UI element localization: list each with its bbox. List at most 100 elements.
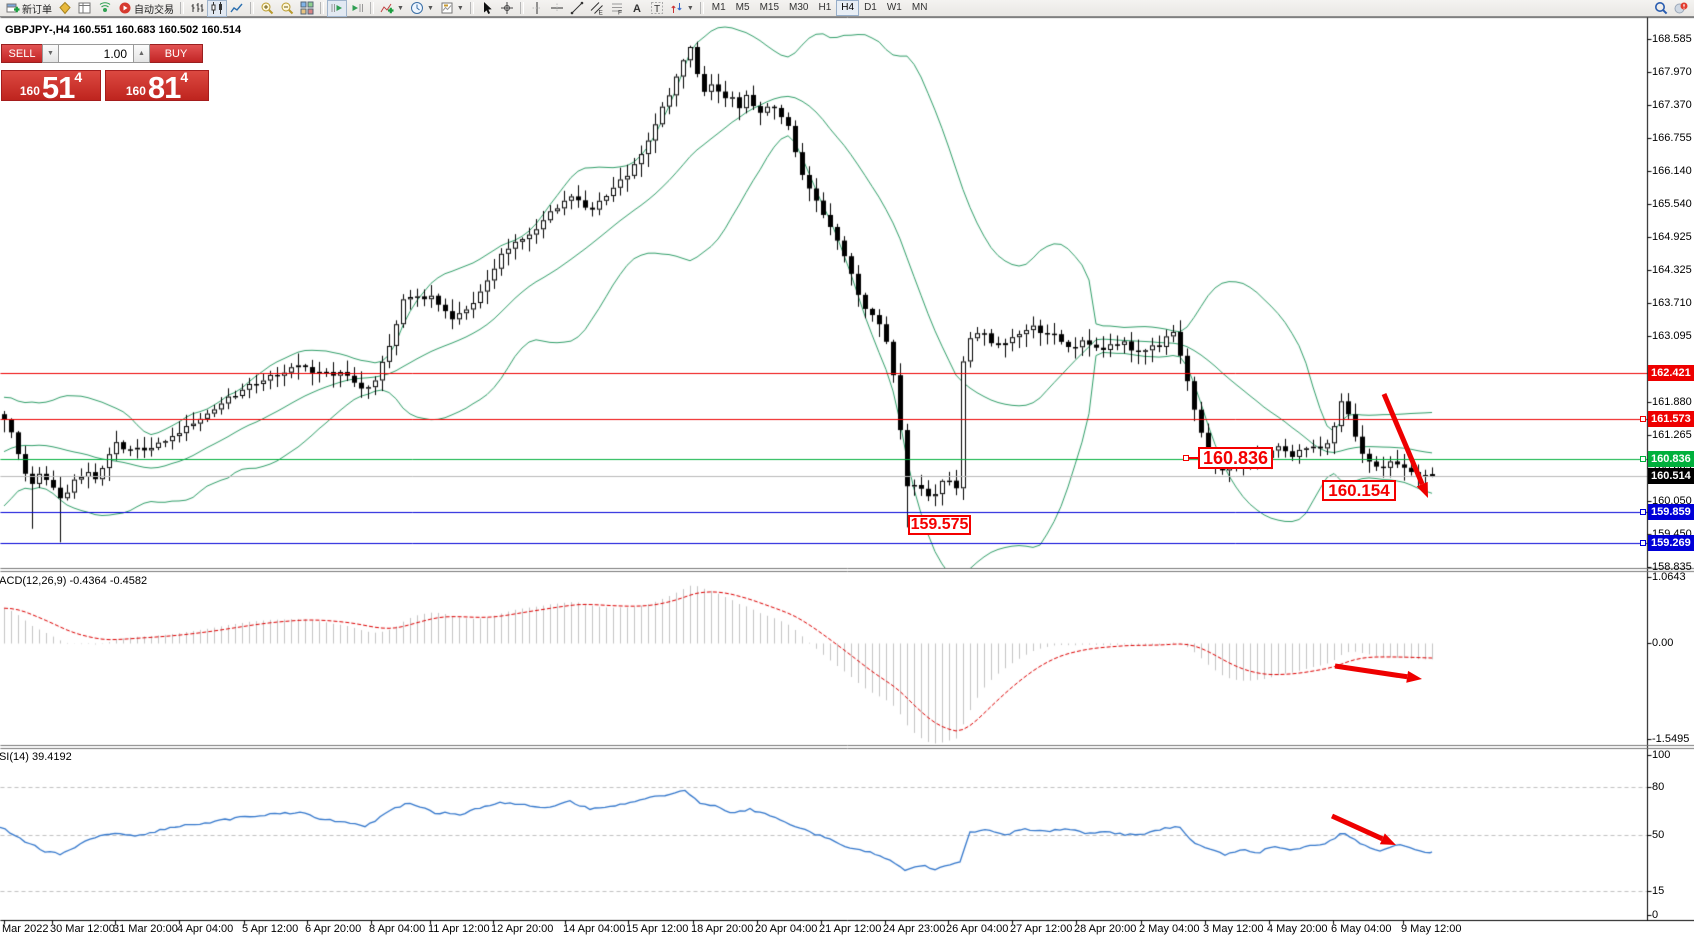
chart-title: GBPJPY-,H4 160.551 160.683 160.502 160.5… xyxy=(5,24,242,36)
toolbar-text-label-button[interactable]: T xyxy=(647,0,667,17)
price-annotation-160836[interactable]: 160.836 xyxy=(1198,447,1273,469)
toolbar-indicators-button[interactable]: ▼ xyxy=(377,0,407,17)
time-axis-label: 30 Mar 12:00 xyxy=(50,923,115,935)
toolbar-fibonacci-button[interactable]: F xyxy=(607,0,627,17)
timeframe-h1-button[interactable]: H1 xyxy=(818,2,832,13)
macd-axis-tick: 0.00 xyxy=(1652,637,1674,649)
price-axis-tick: 167.970 xyxy=(1652,66,1692,78)
time-axis-label: 27 Apr 12:00 xyxy=(1010,923,1073,935)
search-icon xyxy=(1654,1,1668,15)
toolbar-community-button[interactable] xyxy=(1671,0,1691,17)
templates-icon xyxy=(440,1,454,15)
toolbar-new-order-button[interactable]: 新订单 xyxy=(3,0,55,17)
timeframe-m1-button[interactable]: M1 xyxy=(711,2,726,13)
toolbar-auto-scroll-button[interactable] xyxy=(327,0,347,17)
toolbar-separator xyxy=(320,2,324,14)
tile-windows-icon xyxy=(300,1,314,15)
toolbar-templates-button[interactable]: ▼ xyxy=(437,0,467,17)
price-axis-tick: 161.880 xyxy=(1652,396,1692,408)
toolbar-autotrading-button[interactable]: 自动交易 xyxy=(115,0,177,17)
buy-price-pips: 81 xyxy=(147,70,181,105)
chevron-up-icon: ▲ xyxy=(138,50,145,57)
text-icon: A xyxy=(630,1,644,15)
candle-chart-icon xyxy=(210,1,224,15)
time-axis-label: 4 May 20:00 xyxy=(1267,923,1328,935)
toolbar-search-button[interactable] xyxy=(1651,0,1671,17)
toolbar-arrows-button[interactable]: ▼ xyxy=(667,0,697,17)
rsi-axis-tick: 50 xyxy=(1652,829,1665,841)
toolbar-channel-button[interactable]: E xyxy=(587,0,607,17)
toolbar-zoom-out-button[interactable] xyxy=(277,0,297,17)
profiles-icon xyxy=(58,1,72,15)
indicators-icon xyxy=(380,1,394,15)
volume-decrease-button[interactable]: ▼ xyxy=(42,44,59,63)
toolbar-candle-chart-button[interactable] xyxy=(207,0,227,17)
price-annotation-160154[interactable]: 160.154 xyxy=(1322,480,1396,501)
sell-button[interactable]: SELL xyxy=(1,44,42,63)
chart-trend-arrow[interactable] xyxy=(1381,393,1428,498)
price-badge: 159.859 xyxy=(1648,504,1694,520)
toolbar-button-label: 自动交易 xyxy=(134,4,174,16)
toolbar-market-watch-button[interactable] xyxy=(75,0,95,17)
toolbar-trend-line-button[interactable] xyxy=(567,0,587,17)
timeframe-m30-button[interactable]: M30 xyxy=(789,2,809,13)
volume-input[interactable] xyxy=(59,44,133,63)
price-axis-tick: 164.925 xyxy=(1652,231,1692,243)
toolbar-separator xyxy=(370,2,374,14)
timeframe-w1-button[interactable]: W1 xyxy=(886,2,902,13)
chevron-down-icon[interactable]: ▼ xyxy=(426,4,434,12)
toolbar-tile-windows-button[interactable] xyxy=(297,0,317,17)
svg-text:A: A xyxy=(633,3,641,15)
chevron-down-icon[interactable]: ▼ xyxy=(686,4,694,12)
timeframe-mn-button[interactable]: MN xyxy=(911,2,928,13)
price-axis-tick: 161.265 xyxy=(1652,429,1692,441)
buy-price-big-figure: 160 xyxy=(125,84,146,98)
toolbar-text-button[interactable]: A xyxy=(627,0,647,17)
toolbar-periods-button[interactable]: ▼ xyxy=(407,0,437,17)
toolbar-zoom-in-button[interactable] xyxy=(257,0,277,17)
vertical-line-icon xyxy=(530,1,544,15)
toolbar-profiles-button[interactable] xyxy=(55,0,75,17)
text-label-icon: T xyxy=(650,1,664,15)
time-axis-label: 4 Apr 04:00 xyxy=(177,923,234,935)
time-axis-label: 15 Apr 12:00 xyxy=(626,923,689,935)
chevron-down-icon[interactable]: ▼ xyxy=(397,4,404,12)
toolbar-vertical-line-button[interactable] xyxy=(527,0,547,17)
horizontal-line-icon xyxy=(550,1,564,15)
toolbar-crosshair-button[interactable] xyxy=(497,0,517,17)
volume-increase-button[interactable]: ▲ xyxy=(133,44,150,63)
toolbar-chart-shift-button[interactable] xyxy=(347,0,367,17)
badge-connector xyxy=(1640,509,1646,515)
toolbar-signals-button[interactable] xyxy=(95,0,115,17)
toolbar-bar-chart-button[interactable] xyxy=(187,0,207,17)
buy-price-display[interactable]: 160 81 4 xyxy=(105,70,209,105)
sell-price-big-figure: 160 xyxy=(19,84,40,98)
buy-button[interactable]: BUY xyxy=(150,44,203,63)
timeframe-m15-button[interactable]: M15 xyxy=(759,2,780,13)
time-axis-label: 21 Apr 12:00 xyxy=(819,923,882,935)
time-axis-label: 9 May 12:00 xyxy=(1401,923,1462,935)
price-axis-tick: 158.835 xyxy=(1652,561,1692,573)
rsi-trend-arrow[interactable] xyxy=(1330,813,1396,845)
toolbar-horizontal-line-button[interactable] xyxy=(547,0,567,17)
timeframe-m5-button[interactable]: M5 xyxy=(735,2,750,13)
toolbar-cursor-button[interactable] xyxy=(477,0,497,17)
price-badge: 161.573 xyxy=(1648,411,1694,427)
time-axis-label: 2 May 04:00 xyxy=(1139,923,1200,935)
toolbar-line-chart-button[interactable] xyxy=(227,0,247,17)
chevron-down-icon[interactable]: ▼ xyxy=(456,4,464,12)
price-annotation-159575[interactable]: 159.575 xyxy=(908,515,971,535)
timeframe-h4-button[interactable]: H4 xyxy=(836,0,860,16)
auto-scroll-icon xyxy=(330,1,344,15)
macd-trend-arrow[interactable] xyxy=(1334,663,1422,683)
timeframe-d1-button[interactable]: D1 xyxy=(864,2,877,13)
line-chart-icon xyxy=(230,1,244,15)
time-axis-label: 6 Apr 20:00 xyxy=(305,923,362,935)
rsi-axis-tick: 15 xyxy=(1652,885,1665,897)
chart-shift-icon xyxy=(350,1,364,15)
channel-icon: E xyxy=(590,1,604,15)
sell-price-display[interactable]: 160 51 4 xyxy=(1,70,101,103)
time-axis-label: 3 May 12:00 xyxy=(1203,923,1264,935)
